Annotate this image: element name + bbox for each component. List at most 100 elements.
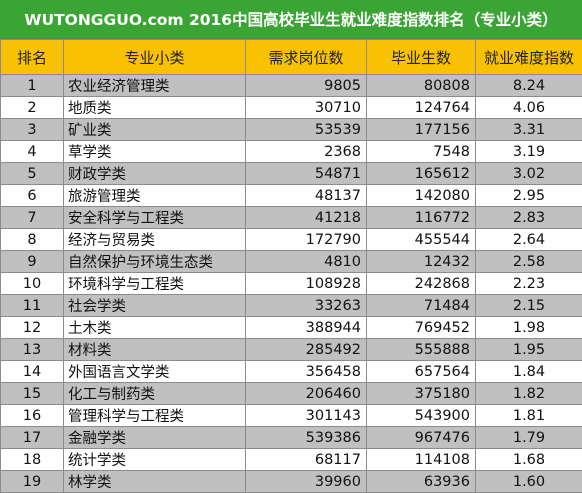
major-cell: 财政学类 (64, 163, 246, 185)
rank-cell: 15 (1, 383, 64, 405)
major-cell: 统计学类 (64, 449, 246, 471)
major-cell: 安全科学与工程类 (64, 207, 246, 229)
demand-cell: 68117 (246, 449, 367, 471)
demand-cell: 2368 (246, 141, 367, 163)
difficulty-index-cell: 3.31 (476, 119, 582, 141)
major-cell: 旅游管理类 (64, 185, 246, 207)
rank-cell: 19 (1, 471, 64, 493)
demand-cell: 206460 (246, 383, 367, 405)
major-cell: 材料类 (64, 339, 246, 361)
rank-cell: 5 (1, 163, 64, 185)
difficulty-index-cell: 1.84 (476, 361, 582, 383)
rank-cell: 14 (1, 361, 64, 383)
difficulty-index-cell: 2.64 (476, 229, 582, 251)
major-cell: 自然保护与环境生态类 (64, 251, 246, 273)
major-cell: 金融学类 (64, 427, 246, 449)
graduates-cell: 63936 (367, 471, 476, 493)
demand-cell: 4810 (246, 251, 367, 273)
demand-cell: 285492 (246, 339, 367, 361)
demand-cell: 53539 (246, 119, 367, 141)
difficulty-index-cell: 1.79 (476, 427, 582, 449)
graduates-cell: 769452 (367, 317, 476, 339)
difficulty-index-cell: 3.02 (476, 163, 582, 185)
graduates-cell: 455544 (367, 229, 476, 251)
rank-cell: 17 (1, 427, 64, 449)
graduates-cell: 177156 (367, 119, 476, 141)
demand-cell: 388944 (246, 317, 367, 339)
demand-cell: 41218 (246, 207, 367, 229)
difficulty-index-cell: 4.06 (476, 97, 582, 119)
major-cell: 草学类 (64, 141, 246, 163)
demand-cell: 356458 (246, 361, 367, 383)
graduates-cell: 967476 (367, 427, 476, 449)
major-cell: 经济与贸易类 (64, 229, 246, 251)
demand-cell: 54871 (246, 163, 367, 185)
graduates-cell: 80808 (367, 75, 476, 97)
major-cell: 社会学类 (64, 295, 246, 317)
graduates-cell: 124764 (367, 97, 476, 119)
table-title: WUTONGGUO.com 2016中国高校毕业生就业难度指数排名（专业小类） (0, 0, 582, 39)
major-cell: 林学类 (64, 471, 246, 493)
rank-cell: 7 (1, 207, 64, 229)
graduates-cell: 165612 (367, 163, 476, 185)
graduates-cell: 242868 (367, 273, 476, 295)
rank-cell: 8 (1, 229, 64, 251)
graduates-cell: 543900 (367, 405, 476, 427)
difficulty-index-cell: 1.81 (476, 405, 582, 427)
major-cell: 地质类 (64, 97, 246, 119)
rank-cell: 9 (1, 251, 64, 273)
difficulty-index-cell: 1.98 (476, 317, 582, 339)
header-difficulty-index: 就业难度指数 (476, 40, 582, 75)
demand-cell: 33263 (246, 295, 367, 317)
graduates-cell: 71484 (367, 295, 476, 317)
major-cell: 农业经济管理类 (64, 75, 246, 97)
graduates-cell: 114108 (367, 449, 476, 471)
major-cell: 矿业类 (64, 119, 246, 141)
demand-cell: 539386 (246, 427, 367, 449)
major-cell: 管理科学与工程类 (64, 405, 246, 427)
graduates-cell: 12432 (367, 251, 476, 273)
rank-cell: 3 (1, 119, 64, 141)
rank-cell: 1 (1, 75, 64, 97)
difficulty-index-cell: 1.95 (476, 339, 582, 361)
demand-cell: 108928 (246, 273, 367, 295)
difficulty-index-cell: 2.58 (476, 251, 582, 273)
rank-cell: 12 (1, 317, 64, 339)
demand-cell: 301143 (246, 405, 367, 427)
rank-cell: 2 (1, 97, 64, 119)
difficulty-index-cell: 1.60 (476, 471, 582, 493)
major-cell: 外国语言文学类 (64, 361, 246, 383)
difficulty-index-cell: 2.23 (476, 273, 582, 295)
header-demand: 需求岗位数 (246, 40, 367, 75)
major-cell: 土木类 (64, 317, 246, 339)
graduates-cell: 7548 (367, 141, 476, 163)
demand-cell: 48137 (246, 185, 367, 207)
graduates-cell: 555888 (367, 339, 476, 361)
rank-cell: 11 (1, 295, 64, 317)
rank-cell: 4 (1, 141, 64, 163)
difficulty-index-cell: 8.24 (476, 75, 582, 97)
difficulty-index-cell: 3.19 (476, 141, 582, 163)
header-graduates: 毕业生数 (367, 40, 476, 75)
difficulty-index-cell: 2.95 (476, 185, 582, 207)
demand-cell: 172790 (246, 229, 367, 251)
rank-cell: 10 (1, 273, 64, 295)
rank-cell: 6 (1, 185, 64, 207)
header-major: 专业小类 (64, 40, 246, 75)
demand-cell: 9805 (246, 75, 367, 97)
graduates-cell: 657564 (367, 361, 476, 383)
